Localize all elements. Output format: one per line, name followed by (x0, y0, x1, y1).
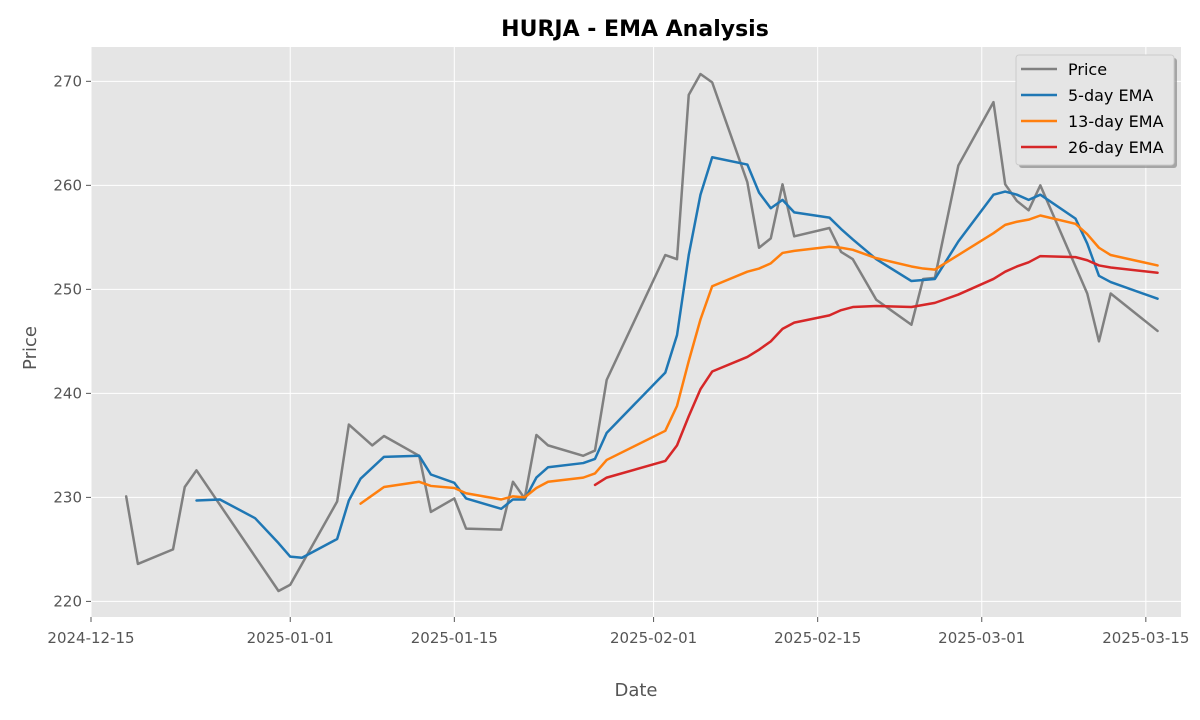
13-day-ema-line (359, 214, 1159, 505)
x-tick-label: 2025-03-01 (938, 629, 1025, 647)
legend-label-26-day-ema: 26-day EMA (1068, 138, 1164, 157)
5-day-ema-line (195, 156, 1159, 559)
y-tick-label: 260 (53, 176, 82, 194)
y-axis: 220 230 240 250 260 270 (53, 72, 91, 610)
legend: Price 5-day EMA 13-day EMA 26-day EMA (1015, 54, 1177, 168)
y-tick-label: 230 (53, 488, 82, 506)
price-line (124, 72, 1159, 593)
x-tick-label: 2025-03-15 (1102, 629, 1189, 647)
legend-box (1015, 54, 1175, 166)
x-tick-label: 2025-02-01 (610, 629, 697, 647)
chart-title: HURJA - EMA Analysis (501, 17, 769, 42)
y-tick-label: 270 (53, 72, 82, 90)
x-tick-label: 2025-02-15 (774, 629, 861, 647)
series-layer (124, 72, 1159, 593)
26-day-ema-line (593, 254, 1159, 487)
y-tick-label: 240 (53, 384, 82, 402)
x-tick-label: 2024-12-15 (47, 629, 134, 647)
grid (90, 47, 1181, 617)
y-tick-label: 220 (53, 592, 82, 610)
y-axis-label: Price (20, 326, 41, 370)
legend-label-13-day-ema: 13-day EMA (1068, 112, 1164, 131)
x-tick-label: 2025-01-01 (247, 629, 334, 647)
y-tick-label: 250 (53, 280, 82, 298)
legend-label-price: Price (1068, 60, 1107, 79)
x-axis: 2024-12-15 2025-01-01 2025-01-15 2025-02-01… (47, 617, 1189, 647)
legend-label-5-day-ema: 5-day EMA (1068, 86, 1153, 105)
x-axis-label: Date (614, 680, 657, 701)
x-tick-label: 2025-01-15 (411, 629, 498, 647)
